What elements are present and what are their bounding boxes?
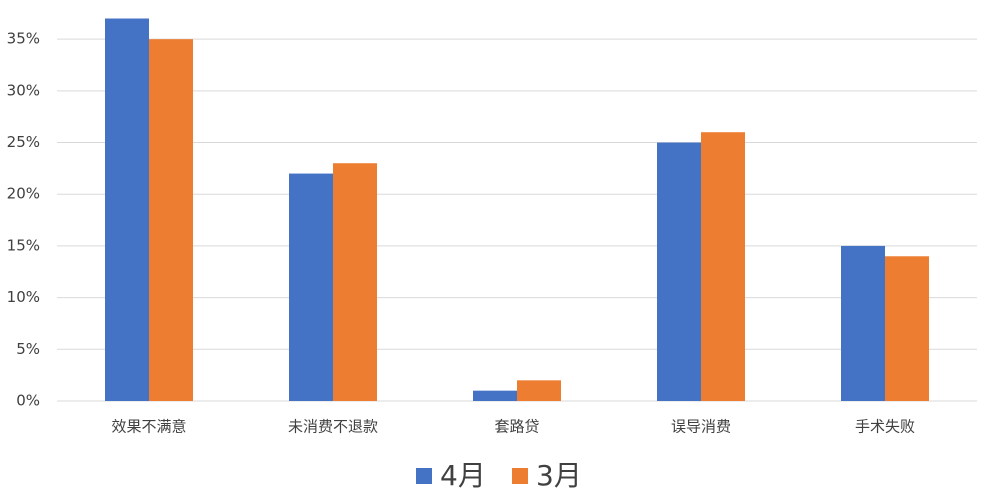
- legend-label: 4月: [440, 459, 486, 492]
- y-tick-label: 30%: [7, 81, 40, 99]
- bar: [333, 163, 377, 401]
- bar: [105, 18, 149, 401]
- x-tick-label: 手术失败: [855, 418, 915, 436]
- y-tick-label: 5%: [16, 340, 40, 358]
- x-tick-label: 误导消费: [671, 418, 731, 436]
- y-tick-label: 10%: [7, 288, 40, 306]
- bar: [885, 256, 929, 401]
- bar: [473, 390, 517, 401]
- legend-label: 3月: [536, 459, 582, 492]
- y-tick-label: 35%: [7, 30, 40, 48]
- y-tick-label: 25%: [7, 133, 40, 151]
- y-tick-label: 20%: [7, 185, 40, 203]
- legend-swatch: [512, 468, 528, 484]
- legend-swatch: [416, 468, 432, 484]
- bar: [149, 39, 193, 402]
- bar: [517, 380, 561, 401]
- bar: [701, 132, 745, 401]
- y-tick-label: 15%: [7, 236, 40, 254]
- bar: [841, 245, 885, 401]
- bar: [657, 142, 701, 401]
- x-tick-label: 未消费不退款: [288, 418, 378, 436]
- x-tick-label: 效果不满意: [111, 418, 186, 436]
- y-tick-label: 0%: [16, 392, 40, 410]
- bar: [289, 173, 333, 401]
- x-tick-label: 套路贷: [494, 418, 539, 436]
